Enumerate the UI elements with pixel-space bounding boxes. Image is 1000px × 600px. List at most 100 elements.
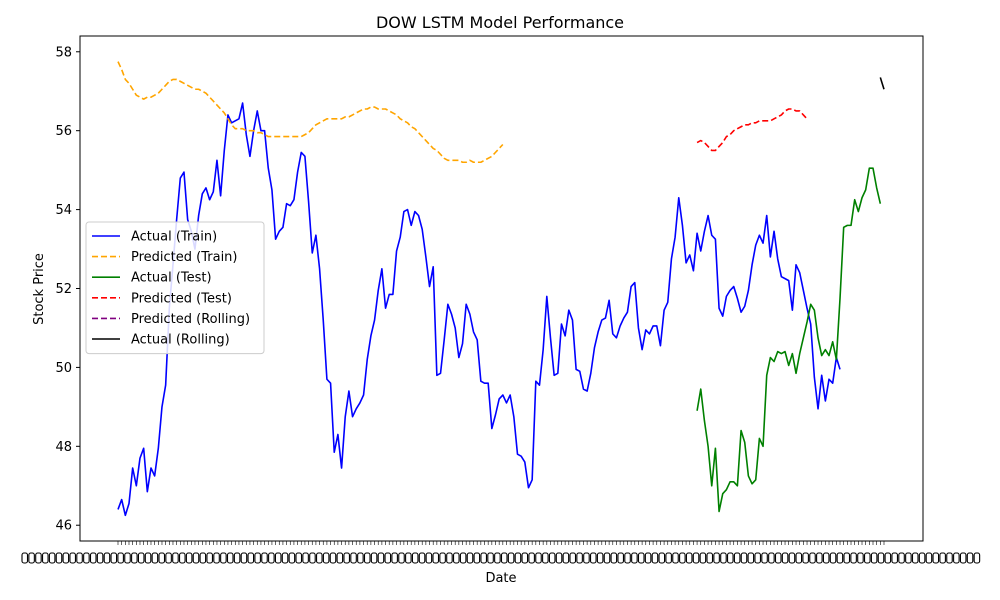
- x-tick-label-glyph: [226, 552, 234, 564]
- x-tick-label-glyph: [631, 552, 638, 564]
- x-tick-label-glyph: [69, 552, 76, 564]
- x-tick-label-glyph: [96, 552, 104, 564]
- x-tick-label-glyph: [206, 552, 213, 564]
- x-tick-label-glyph: [589, 552, 597, 564]
- x-tick-label-glyph: [562, 552, 570, 564]
- x-tick-label-glyph: [89, 552, 97, 564]
- x-tick-label-glyph: [398, 552, 405, 564]
- x-tick-label-glyph: [322, 552, 330, 564]
- x-tick-label-glyph: [720, 552, 727, 564]
- x-tick-label-glyph: [829, 552, 837, 564]
- x-tick-label-glyph: [137, 552, 145, 564]
- y-tick-label: 52: [55, 282, 72, 297]
- x-tick-label-glyph: [966, 552, 974, 564]
- x-tick-label-glyph: [528, 552, 535, 564]
- x-tick-label-glyph: [857, 552, 864, 564]
- x-tick-label-glyph: [548, 552, 556, 564]
- x-tick-label-glyph: [377, 552, 385, 564]
- x-tick-label-glyph: [336, 552, 344, 564]
- y-axis-label: Stock Price: [32, 253, 47, 325]
- x-tick-label-glyph: [446, 552, 453, 564]
- x-tick-label-glyph: [240, 552, 248, 564]
- x-tick-label-glyph: [288, 552, 296, 564]
- x-tick-label-glyph: [343, 552, 351, 564]
- x-tick-label-glyph: [452, 552, 460, 564]
- x-tick-label-glyph: [514, 552, 522, 564]
- x-tick-label-glyph: [315, 552, 323, 564]
- x-tick-label-glyph: [576, 552, 583, 564]
- x-tick-label-glyph: [637, 552, 645, 564]
- x-tick-label-glyph: [192, 552, 200, 564]
- x-tick-label-glyph: [487, 552, 494, 564]
- x-tick-label-glyph: [391, 552, 398, 564]
- x-tick-label-glyph: [425, 552, 433, 564]
- y-axis: 46 48 50 52 54 56 58: [55, 45, 80, 534]
- x-tick-label-glyph: [165, 552, 172, 564]
- legend-box: [85, 221, 265, 355]
- x-tick-label-glyph: [685, 552, 693, 564]
- x-tick-label-glyph: [329, 552, 337, 564]
- x-tick-label-glyph: [302, 552, 309, 564]
- series-line-actual-rolling: [879, 77, 885, 90]
- x-tick-label-glyph: [699, 552, 707, 564]
- x-tick-label-glyph: [274, 552, 282, 564]
- x-tick-label-glyph: [802, 552, 809, 564]
- x-tick-label-glyph: [370, 552, 378, 564]
- x-tick-label-glyph: [521, 552, 529, 564]
- x-tick-label-glyph: [76, 552, 83, 564]
- x-tick-label-glyph: [973, 552, 981, 564]
- x-tick-label-glyph: [884, 552, 892, 564]
- x-tick-label-glyph: [939, 552, 946, 564]
- x-tick-label-glyph: [850, 552, 857, 564]
- x-tick-label-glyph: [124, 552, 131, 564]
- y-tick-label: 56: [55, 124, 72, 139]
- x-tick-label-glyph: [363, 552, 371, 564]
- x-tick-label-glyph: [726, 552, 734, 564]
- x-tick-label-glyph: [35, 552, 42, 564]
- x-tick-label-glyph: [816, 552, 823, 564]
- x-tick-label-glyph: [261, 552, 268, 564]
- x-axis-label: Date: [485, 571, 516, 586]
- x-tick-label-glyph: [439, 552, 446, 564]
- x-tick-label-glyph: [583, 552, 590, 564]
- series-line-actual-train: [117, 102, 841, 517]
- x-tick-label-glyph: [103, 552, 111, 564]
- x-tick-label-glyph: [21, 552, 29, 564]
- x-tick-label-glyph: [28, 552, 35, 564]
- series-line-predicted-train: [117, 61, 504, 164]
- x-tick-label-glyph: [624, 552, 631, 564]
- x-tick-label-glyph: [151, 552, 159, 564]
- x-tick-label-glyph: [55, 552, 63, 564]
- x-tick-label-glyph: [891, 552, 899, 564]
- y-tick-label: 58: [55, 45, 72, 60]
- x-tick-label-glyph: [233, 552, 241, 564]
- x-tick-label-glyph: [953, 552, 960, 564]
- x-tick-label-glyph: [658, 552, 666, 564]
- x-tick-label-glyph: [480, 552, 488, 564]
- x-tick-label-glyph: [809, 552, 816, 564]
- legend-label: Actual (Train): [131, 230, 217, 245]
- x-tick-label-glyph: [665, 552, 672, 564]
- x-tick-label-glyph: [309, 552, 316, 564]
- legend-label: Actual (Rolling): [131, 333, 230, 348]
- x-tick-label-glyph: [459, 552, 467, 564]
- x-tick-label-glyph: [179, 552, 186, 564]
- x-tick-label-glyph: [48, 552, 56, 564]
- x-tick-label-glyph: [83, 552, 90, 564]
- x-tick-label-glyph: [863, 552, 871, 564]
- x-tick-label-glyph: [535, 552, 542, 564]
- x-tick-label-glyph: [911, 552, 919, 564]
- x-tick-label-glyph: [925, 552, 933, 564]
- x-tick-label-glyph: [199, 552, 207, 564]
- x-tick-label-glyph: [384, 552, 392, 564]
- x-tick-label-glyph: [603, 552, 611, 564]
- x-tick-label-glyph: [555, 552, 563, 564]
- x-tick-label-glyph: [747, 552, 755, 564]
- x-tick-label-glyph: [617, 552, 625, 564]
- series-line-actual-test: [696, 167, 882, 513]
- y-tick-label: 54: [55, 203, 72, 218]
- x-tick-label-glyph: [788, 552, 796, 564]
- x-tick-label-glyph: [733, 552, 741, 564]
- x-tick-label-glyph: [795, 552, 803, 564]
